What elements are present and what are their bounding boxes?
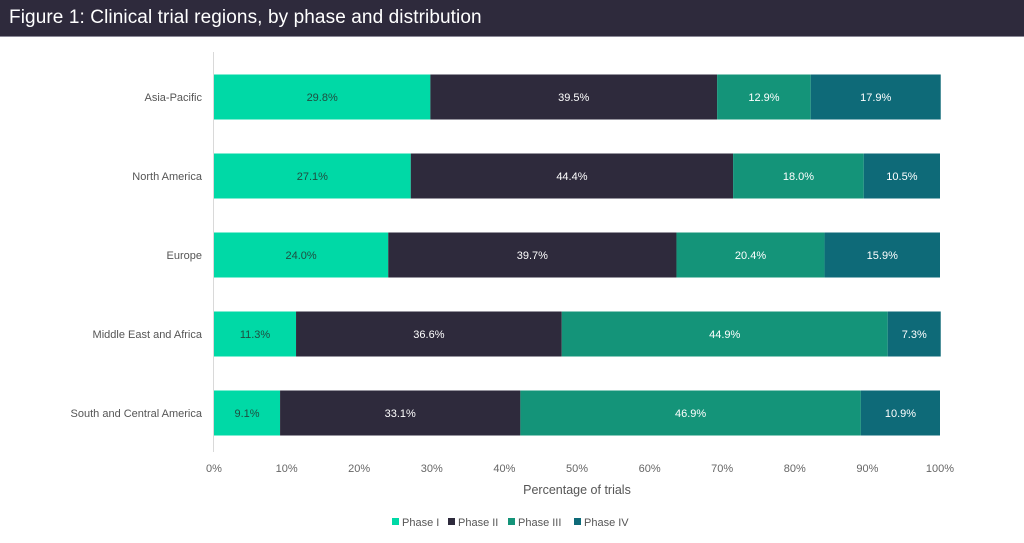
x-tick-label: 30% bbox=[421, 463, 443, 475]
bar-segment bbox=[520, 390, 861, 436]
category-axis: Asia-Pacific North America Europe Middle Ea… bbox=[71, 52, 214, 452]
value-axis: 0% 10% 20% 30% 40% 50% 60% 70% 80% 90% 100% bbox=[206, 463, 954, 475]
legend-label: Phase I bbox=[402, 517, 439, 529]
legend-label: Phase III bbox=[518, 517, 561, 529]
bar-segment bbox=[561, 311, 888, 357]
data-label: 20.4% bbox=[735, 250, 766, 262]
bar-segment bbox=[410, 153, 734, 199]
title-bar: Figure 1: Clinical trial regions, by pha… bbox=[0, 0, 1024, 37]
legend-label: Phase II bbox=[458, 517, 498, 529]
bar-segment bbox=[430, 74, 718, 120]
data-label: 27.1% bbox=[297, 171, 328, 183]
x-tick-label: 90% bbox=[856, 463, 878, 475]
bar-segment bbox=[214, 74, 431, 120]
x-tick-label: 20% bbox=[348, 463, 370, 475]
legend-swatch bbox=[574, 518, 581, 525]
data-label: 9.1% bbox=[234, 408, 259, 420]
x-tick-label: 70% bbox=[711, 463, 733, 475]
x-axis-title: Percentage of trials bbox=[523, 483, 631, 497]
data-label: 7.3% bbox=[902, 329, 927, 341]
bar-segment bbox=[388, 232, 677, 278]
bar-segment bbox=[887, 311, 941, 357]
bar-segment bbox=[824, 232, 940, 278]
data-label: 12.9% bbox=[748, 92, 779, 104]
data-label: 44.9% bbox=[709, 329, 740, 341]
chart-title: Figure 1: Clinical trial regions, by pha… bbox=[9, 7, 482, 28]
data-label: 39.5% bbox=[558, 92, 589, 104]
legend-swatch bbox=[508, 518, 515, 525]
data-label: 44.4% bbox=[556, 171, 587, 183]
x-tick-label: 40% bbox=[493, 463, 515, 475]
data-label: 24.0% bbox=[286, 250, 317, 262]
category-label: Europe bbox=[167, 250, 202, 262]
bar-segment bbox=[717, 74, 811, 120]
bar-segment bbox=[733, 153, 864, 199]
bar-segment bbox=[676, 232, 825, 278]
data-label: 39.7% bbox=[517, 250, 548, 262]
legend-swatch bbox=[448, 518, 455, 525]
bar-segment bbox=[810, 74, 941, 120]
bars-layer bbox=[214, 74, 941, 436]
x-tick-label: 0% bbox=[206, 463, 222, 475]
legend: Phase I Phase II Phase III Phase IV bbox=[392, 517, 629, 529]
data-label: 17.9% bbox=[860, 92, 891, 104]
data-label: 10.5% bbox=[886, 171, 917, 183]
bar-segment bbox=[214, 390, 281, 436]
category-label: Middle East and Africa bbox=[93, 329, 203, 341]
x-tick-label: 60% bbox=[639, 463, 661, 475]
category-label: Asia-Pacific bbox=[145, 92, 203, 104]
legend-label: Phase IV bbox=[584, 517, 629, 529]
bar-segment bbox=[214, 311, 297, 357]
x-tick-label: 50% bbox=[566, 463, 588, 475]
data-label: 15.9% bbox=[867, 250, 898, 262]
bar-segment bbox=[863, 153, 940, 199]
data-label: 11.3% bbox=[240, 329, 271, 341]
bar-segment bbox=[214, 153, 411, 199]
bar-segment bbox=[860, 390, 940, 436]
data-label: 33.1% bbox=[385, 408, 416, 420]
data-label: 10.9% bbox=[885, 408, 916, 420]
bar-segment bbox=[214, 232, 389, 278]
data-label: 18.0% bbox=[783, 171, 814, 183]
legend-swatch bbox=[392, 518, 399, 525]
category-label: North America bbox=[132, 171, 203, 183]
x-tick-label: 100% bbox=[926, 463, 954, 475]
data-label: 46.9% bbox=[675, 408, 706, 420]
data-labels-layer: 29.8% 39.5% 12.9% 17.9% 27.1% 44.4% 18.0% 10.5%… bbox=[234, 92, 926, 420]
x-tick-label: 80% bbox=[784, 463, 806, 475]
data-label: 36.6% bbox=[413, 329, 444, 341]
data-label: 29.8% bbox=[307, 92, 338, 104]
x-tick-label: 10% bbox=[276, 463, 298, 475]
bar-segment bbox=[280, 390, 521, 436]
category-label: South and Central America bbox=[71, 408, 203, 420]
bar-segment bbox=[296, 311, 562, 357]
